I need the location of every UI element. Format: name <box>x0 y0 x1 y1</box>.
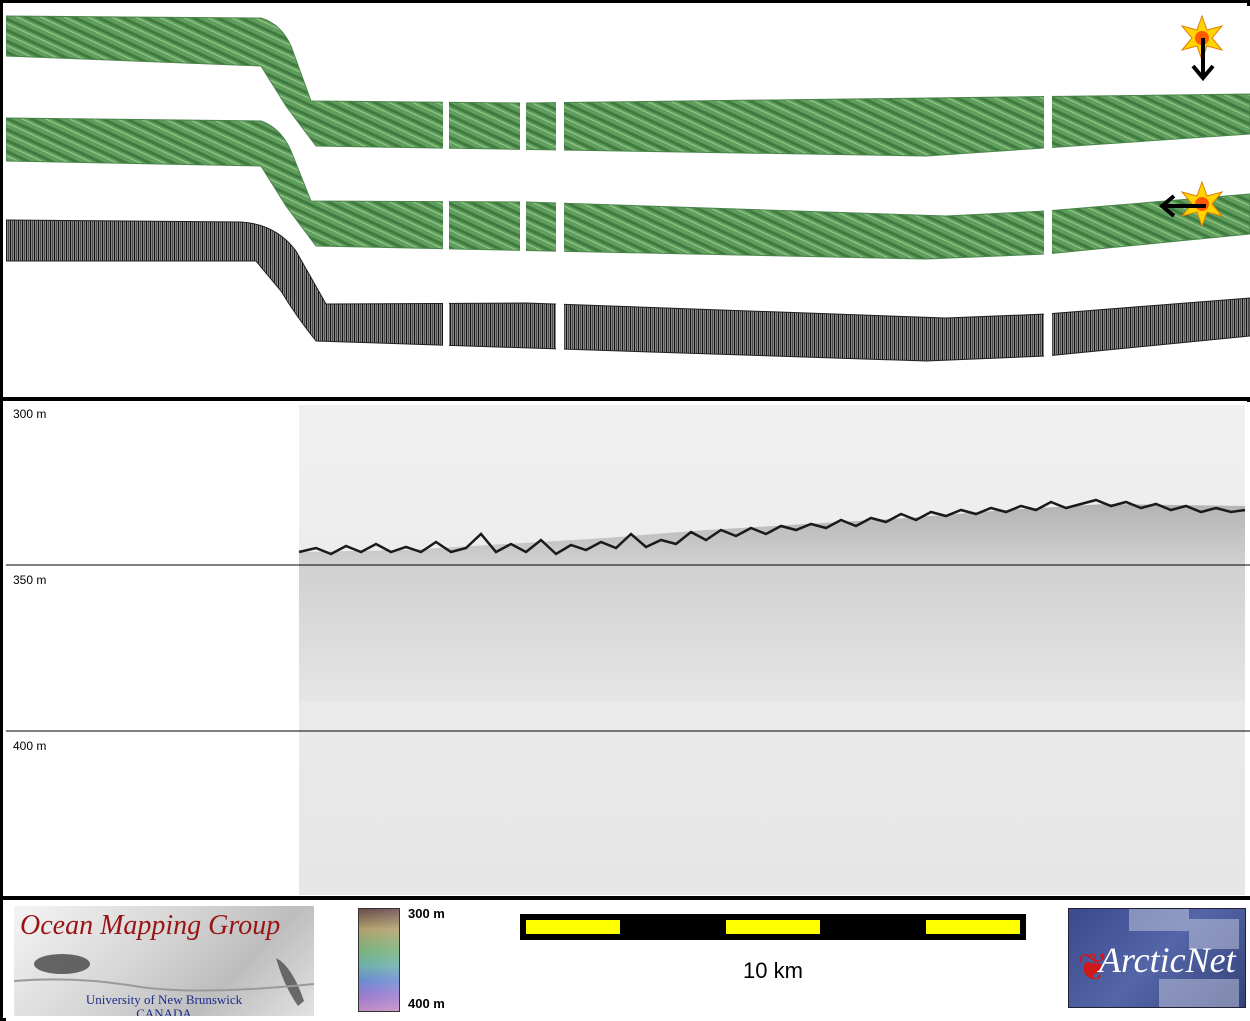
colorbar-top-label: 300 m <box>408 906 445 921</box>
arcticnet-logo: ❦ ArcticNet <box>1068 908 1246 1008</box>
logo-land <box>1159 979 1239 1007</box>
swath-gaps <box>443 96 1052 366</box>
arcticnet-title: ArcticNet <box>1099 940 1236 980</box>
depth-label-300: 300 m <box>13 407 47 421</box>
scale-segment <box>926 920 1020 934</box>
legend-footer: Ocean Mapping Group University of New Br… <box>6 900 1250 1021</box>
swath-map <box>6 14 1250 366</box>
swath-map-panel <box>6 6 1250 397</box>
divider-bottom <box>3 896 1250 900</box>
echogram-panel: 300 m 350 m 400 m <box>6 402 1250 896</box>
scale-segment <box>526 920 620 934</box>
bathymetry-swath-north-lit <box>6 15 1250 157</box>
omg-country: CANADA <box>136 1006 192 1016</box>
scale-label: 10 km <box>743 958 803 983</box>
colorbar-bottom-label: 400 m <box>408 996 445 1011</box>
echogram <box>6 405 1250 895</box>
omg-university: University of New Brunswick <box>85 992 243 1007</box>
arrow-down-icon <box>1191 38 1215 82</box>
scale-bar <box>520 914 1026 940</box>
divider-top <box>3 397 1250 401</box>
omg-title: Ocean Mapping Group <box>20 910 281 941</box>
logo-land <box>1129 909 1189 931</box>
depth-label-400: 400 m <box>13 739 47 753</box>
depth-colorbar <box>358 908 400 1012</box>
seabed-subbottom <box>299 504 1245 702</box>
logo-seabed-art <box>14 954 314 1006</box>
depth-label-350: 350 m <box>13 573 47 587</box>
logo-land <box>1189 919 1239 949</box>
arrow-left-icon <box>1158 194 1206 218</box>
seabed-reflector <box>298 498 1246 556</box>
backscatter-swath <box>6 219 1250 362</box>
ocean-mapping-group-logo: Ocean Mapping Group University of New Br… <box>14 906 314 1016</box>
bathymetry-swath-east-lit <box>6 117 1250 260</box>
scale-segment <box>726 920 820 934</box>
maple-leaf-icon: ❦ <box>1077 947 1109 989</box>
